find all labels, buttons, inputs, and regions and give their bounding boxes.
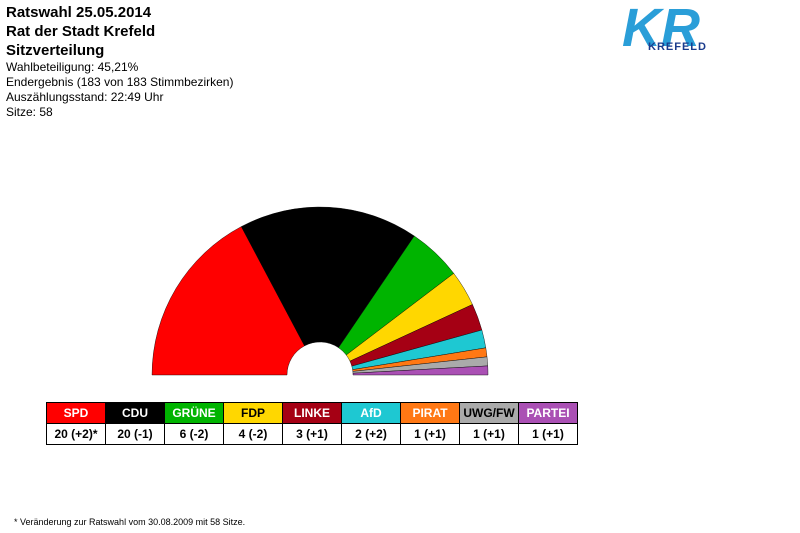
- count-time-text: Auszählungsstand: 22:49 Uhr: [6, 90, 164, 104]
- seat-value-fdp: 4 (-2): [223, 423, 283, 445]
- seat-value-gr-ne: 6 (-2): [164, 423, 224, 445]
- krefeld-logo: KR KREFELD: [622, 0, 707, 58]
- page-subtitle: Rat der Stadt Krefeld: [6, 23, 156, 40]
- seat-distribution-chart: [151, 206, 489, 376]
- party-label-partei: PARTEI: [518, 402, 578, 424]
- party-label-cdu: CDU: [105, 402, 165, 424]
- party-label-spd: SPD: [46, 402, 106, 424]
- section-title: Sitzverteilung: [6, 42, 105, 59]
- party-label-fdp: FDP: [223, 402, 283, 424]
- seat-slice-cdu: [241, 206, 415, 348]
- seat-value-partei: 1 (+1): [518, 423, 578, 445]
- header: Ratswahl 25.05.2014 Rat der Stadt Krefel…: [6, 3, 233, 120]
- seat-slice-partei: [352, 365, 489, 376]
- seat-slice-spd: [151, 226, 305, 376]
- result-status-text: Endergebnis (183 von 183 Stimmbezirken): [6, 75, 234, 89]
- seat-value-cdu: 20 (-1): [105, 423, 165, 445]
- page-title: Ratswahl 25.05.2014: [6, 4, 152, 21]
- turnout-text: Wahlbeteiligung: 45,21%: [6, 60, 139, 74]
- party-label-uwg-fw: UWG/FW: [459, 402, 519, 424]
- party-label-gr-ne: GRÜNE: [164, 402, 224, 424]
- party-label-pirat: PIRAT: [400, 402, 460, 424]
- seat-value-pirat: 1 (+1): [400, 423, 460, 445]
- party-label-linke: LINKE: [282, 402, 342, 424]
- logo-letters: KR: [622, 0, 700, 58]
- seat-value-uwg-fw: 1 (+1): [459, 423, 519, 445]
- logo-subtext: KREFELD: [648, 41, 707, 53]
- party-label-afd: AfD: [341, 402, 401, 424]
- seat-value-linke: 3 (+1): [282, 423, 342, 445]
- seat-table: SPD CDU GRÜNE FDP LINKE AfD PIRAT UWG/FW PARTEI …: [46, 402, 578, 445]
- footnote: * Veränderung zur Ratswahl vom 30.08.200…: [14, 517, 246, 527]
- seat-value-row: 20 (+2)* 20 (-1) 6 (-2) 4 (-2) 3 (+1) 2 (+2) 1…: [46, 423, 578, 445]
- party-header-row: SPD CDU GRÜNE FDP LINKE AfD PIRAT UWG/FW PARTEI: [46, 402, 578, 424]
- seats-total-text: Sitze: 58: [6, 105, 53, 119]
- seat-value-spd: 20 (+2)*: [46, 423, 106, 445]
- seat-value-afd: 2 (+2): [341, 423, 401, 445]
